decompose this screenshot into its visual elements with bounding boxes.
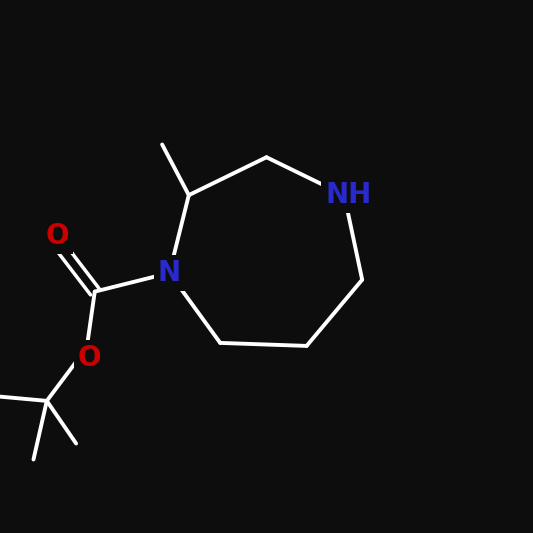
Text: O: O (46, 222, 69, 249)
Text: NH: NH (325, 181, 372, 209)
Text: O: O (78, 344, 101, 372)
Text: N: N (158, 259, 181, 287)
